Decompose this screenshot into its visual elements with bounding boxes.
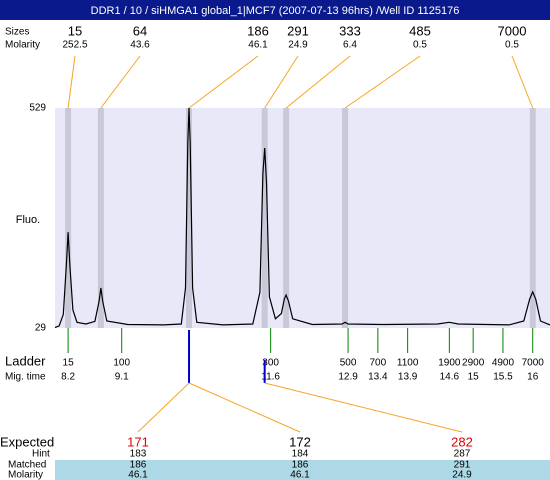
ladder-size: 1900: [438, 358, 461, 369]
peak-molarity: 6.4: [343, 40, 357, 51]
mig-time-label: Mig. time: [5, 372, 46, 383]
peak-molarity: 46.1: [248, 40, 268, 51]
ladder-size: 7000: [522, 358, 545, 369]
expected-label: Expected: [0, 434, 54, 449]
ladder-size: 500: [340, 358, 357, 369]
matched-value: 186: [292, 460, 309, 471]
ladder-time: 15.5: [493, 372, 513, 383]
expected-value: 282: [451, 434, 473, 449]
y-label: Fluo.: [16, 214, 40, 226]
matched-label: Matched: [8, 460, 46, 471]
ladder-size: 15: [63, 358, 75, 369]
peak-size: 64: [133, 23, 147, 38]
ladder-size: 2900: [462, 358, 485, 369]
expected-value: 171: [127, 434, 149, 449]
peak-band: [261, 108, 268, 328]
peak-connector: [188, 55, 259, 109]
peak-molarity: 0.5: [413, 40, 427, 51]
peak-band: [283, 108, 290, 328]
y-tick-label: 529: [29, 103, 46, 114]
peak-size: 333: [339, 23, 361, 38]
ladder-time: 14.6: [440, 372, 460, 383]
peak-connector: [264, 55, 299, 109]
ladder-size: 4900: [492, 358, 515, 369]
peak-band: [342, 108, 349, 328]
title-bar: [0, 0, 550, 20]
ladder-size: 100: [113, 358, 130, 369]
expected-connector: [264, 382, 463, 433]
matched-value: 186: [130, 460, 147, 471]
expected-molarity-label: Molarity: [8, 470, 43, 480]
molarity-value: 46.1: [290, 470, 310, 480]
ladder-time: 13.4: [368, 372, 388, 383]
peak-band: [186, 108, 193, 328]
peak-size: 15: [68, 23, 82, 38]
hint-value: 183: [130, 449, 147, 460]
hint-value: 184: [292, 449, 309, 460]
ladder-size: 700: [370, 358, 387, 369]
molarity-label: Molarity: [5, 40, 40, 51]
hint-value: 287: [454, 449, 471, 460]
ladder-size: 1100: [397, 358, 419, 369]
peak-molarity: 0.5: [505, 40, 519, 51]
molarity-value: 46.1: [128, 470, 148, 480]
expected-value: 172: [289, 434, 311, 449]
y-tick-label: 29: [35, 323, 47, 334]
ladder-time: 15: [468, 372, 480, 383]
plot-background: [55, 108, 550, 328]
ladder-time: 12.9: [338, 372, 358, 383]
ladder-time: 11.6: [261, 372, 280, 383]
peak-size: 485: [409, 23, 431, 38]
title: DDR1 / 10 / siHMGA1 global_1|MCF7 (2007-…: [91, 5, 460, 17]
ladder-time: 9.1: [115, 372, 129, 383]
molarity-value: 24.9: [452, 470, 472, 480]
peak-connector: [285, 55, 351, 109]
expected-connector: [137, 382, 190, 433]
peak-connector: [344, 55, 421, 109]
sizes-label: Sizes: [5, 27, 29, 38]
peak-connector: [67, 55, 76, 109]
hint-label: Hint: [32, 449, 50, 460]
ladder-label: Ladder: [5, 353, 46, 368]
matched-value: 291: [454, 460, 471, 471]
peak-molarity: 252.5: [62, 40, 87, 51]
peak-molarity: 43.6: [130, 40, 150, 51]
ladder-time: 8.2: [61, 372, 75, 383]
peak-size: 7000: [498, 23, 527, 38]
peak-connector: [100, 55, 141, 109]
peak-size: 186: [247, 23, 269, 38]
trace: [54, 107, 550, 329]
peak-molarity: 24.9: [288, 40, 308, 51]
ladder-time: 16: [527, 372, 539, 383]
matched-background: [55, 460, 550, 480]
peak-connector: [511, 55, 534, 109]
peak-size: 291: [287, 23, 309, 38]
ladder-size: 300: [262, 358, 279, 369]
peak-band: [65, 108, 72, 328]
peak-band: [529, 108, 536, 328]
peak-band: [97, 108, 104, 328]
expected-connector: [188, 382, 301, 433]
ladder-time: 13.9: [398, 372, 418, 383]
